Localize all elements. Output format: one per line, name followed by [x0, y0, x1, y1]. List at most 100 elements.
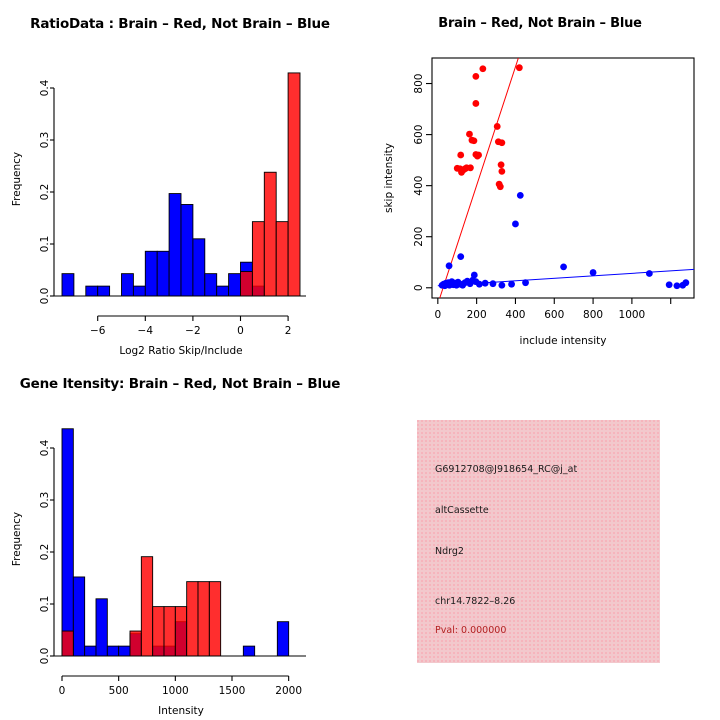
histogram-bar — [85, 285, 99, 297]
scatter-point — [665, 281, 673, 289]
y-axis-label: Frequency — [11, 512, 23, 566]
scatter-point — [481, 279, 489, 287]
scatter-point — [472, 72, 480, 80]
x-axis-tick-label: 0 — [59, 685, 66, 697]
histogram-bar — [197, 581, 210, 657]
panel-annotation-info: G6912708@J918654_RC@j_at altCassette Ndr… — [360, 360, 720, 720]
y-axis-tick-label: 0.1 — [39, 596, 51, 613]
histogram-bar — [242, 645, 256, 657]
x-axis-label: include intensity — [520, 335, 607, 347]
scatter-point — [508, 280, 515, 288]
scatter-point — [498, 167, 506, 175]
x-axis-tick-label: 500 — [109, 685, 129, 697]
x-axis-tick-label: 200 — [467, 309, 487, 321]
y-axis-tick-label: 0.1 — [39, 236, 51, 253]
histogram-bar — [204, 273, 218, 297]
panel-ratio-histogram: RatioData : Brain – Red, Not Brain – Blu… — [0, 0, 360, 360]
scatter-point — [470, 271, 478, 279]
scatter-point — [466, 130, 473, 138]
probe-id-label: G6912708@J918654_RC@j_at — [435, 464, 578, 475]
histogram-bar — [263, 171, 277, 297]
svg-gene-axes: 0.0 0.1 0.2 0.3 0.4 0 500 1000 1500 2000 — [39, 439, 306, 697]
histogram-bar — [275, 221, 289, 297]
scatter-point — [560, 263, 567, 271]
y-axis-tick-label: 0.0 — [39, 648, 51, 665]
y-axis-tick-label: 200 — [413, 227, 425, 247]
y-axis-tick-label: 0.0 — [39, 288, 51, 305]
histogram-bar — [287, 72, 301, 297]
scatter-point — [475, 280, 483, 288]
scatter-point — [445, 262, 453, 270]
scatter-point — [467, 164, 474, 172]
info-box: G6912708@J918654_RC@j_at altCassette Ndr… — [417, 420, 660, 663]
scatter-point — [493, 123, 501, 130]
histogram-bar — [61, 273, 75, 297]
scatter-point — [457, 253, 465, 261]
x-axis-label: Log2 Ratio Skip/Include — [119, 345, 242, 357]
histogram-bar — [156, 250, 170, 297]
gene-symbol-label: Ndrg2 — [435, 546, 464, 557]
histogram-bar — [132, 285, 146, 297]
gene-histogram-plot: 0.0 0.1 0.2 0.3 0.4 0 500 1000 1500 2000 Intensity… — [11, 428, 306, 717]
y-axis-tick-label: 800 — [413, 74, 425, 94]
histogram-bar — [121, 273, 134, 297]
y-axis-label: skip intensity — [383, 143, 395, 213]
x-axis-tick-label: 600 — [544, 309, 564, 321]
scatter-point — [512, 220, 519, 228]
svg-gene-bars — [61, 428, 290, 657]
scatter-title: Brain – Red, Not Brain – Blue — [438, 16, 642, 31]
histogram-bar — [174, 606, 188, 657]
y-axis-tick-label: 0.2 — [39, 184, 51, 201]
panel-scatter: Brain – Red, Not Brain – Blue 0 200 400 600… — [360, 0, 720, 360]
histogram-bar — [72, 576, 86, 657]
histogram-bar — [106, 645, 120, 657]
scatter-content — [437, 58, 694, 298]
scatter-plot: 0 200 400 600 800 0 200 400 600 800 1000 include in… — [383, 57, 695, 347]
histogram-bar — [144, 250, 158, 297]
x-axis-tick-label: 1000 — [162, 685, 189, 697]
x-axis-tick-label: −2 — [185, 325, 200, 337]
y-axis-tick-label: 0.4 — [39, 439, 51, 456]
ratio-histogram-title: RatioData : Brain – Red, Not Brain – Blu… — [30, 16, 330, 32]
histogram-bar — [163, 606, 176, 657]
scatter-point — [458, 168, 465, 176]
scatter-point — [498, 281, 506, 289]
scatter-point — [457, 151, 465, 159]
scatter-point — [673, 282, 681, 290]
scatter-point — [515, 64, 523, 72]
x-axis-tick-label: 1500 — [219, 685, 246, 697]
scatter-point — [682, 279, 690, 287]
x-axis-tick-label: 1000 — [619, 309, 646, 321]
histogram-bar — [216, 285, 230, 297]
ratio-histogram-plot: 0.0 0.1 0.2 0.3 0.4 −6 −4 −2 0 2 Log2 Ratio Skip/I… — [11, 72, 306, 357]
histogram-bar — [276, 621, 290, 657]
scatter-point — [522, 279, 529, 287]
x-axis-tick-label: 2000 — [275, 685, 302, 697]
scatter-point — [589, 269, 597, 276]
histogram-bar — [228, 273, 241, 297]
scatter-point — [516, 191, 524, 199]
histogram-bar — [118, 645, 131, 657]
fit-line-brain-fit — [439, 58, 519, 298]
histogram-bar — [251, 221, 265, 297]
plot-box — [431, 57, 695, 299]
y-axis-label: Frequency — [11, 152, 23, 206]
histogram-bar — [61, 630, 74, 657]
scatter-point — [475, 151, 482, 159]
scatter-point — [498, 139, 506, 147]
scatter-point — [496, 183, 504, 191]
histogram-bar — [240, 271, 253, 297]
x-axis-tick-label: 800 — [583, 309, 603, 321]
histogram-bar — [61, 428, 74, 657]
y-axis-tick-label: 0.4 — [39, 79, 51, 96]
x-axis-label: Intensity — [158, 705, 204, 717]
x-axis-tick-label: −6 — [90, 325, 106, 337]
x-axis-tick-label: 2 — [285, 325, 292, 337]
scatter-point — [470, 137, 478, 145]
scatter-point — [479, 65, 487, 73]
scatter-point — [489, 280, 497, 288]
histogram-bar — [208, 581, 222, 657]
locus-label: chr14.7822–8.26 — [435, 596, 516, 607]
event-type-label: altCassette — [435, 505, 489, 516]
